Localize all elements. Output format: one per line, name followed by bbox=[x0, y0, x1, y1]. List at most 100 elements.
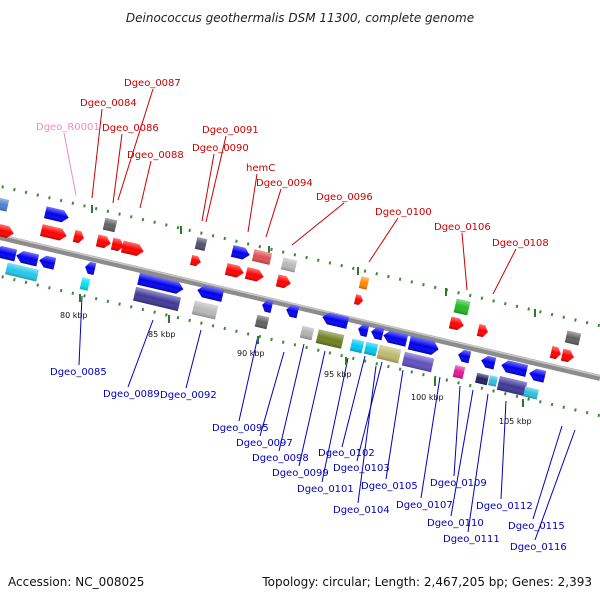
gene-feature bbox=[79, 277, 91, 291]
label-connector bbox=[420, 376, 441, 499]
gene-feature bbox=[39, 224, 67, 241]
label-connector bbox=[278, 343, 305, 452]
gene-shading bbox=[458, 349, 472, 364]
gene-feature bbox=[349, 338, 365, 354]
gene-feature bbox=[275, 274, 291, 289]
gene-feature bbox=[0, 246, 18, 262]
gene-shading bbox=[407, 335, 439, 355]
gene-shading bbox=[501, 360, 529, 377]
gene-label[interactable]: Dgeo_0110 bbox=[427, 518, 484, 529]
gene-label[interactable]: Dgeo_0096 bbox=[316, 192, 373, 203]
gene-feature bbox=[452, 365, 466, 379]
gene-shading bbox=[194, 237, 208, 251]
gene-shading bbox=[251, 249, 273, 265]
gene-feature bbox=[560, 348, 574, 363]
gene-feature bbox=[262, 299, 274, 313]
gene-shading bbox=[133, 286, 181, 312]
gene-label[interactable]: Dgeo_0089 bbox=[103, 389, 160, 400]
gene-shading bbox=[72, 230, 84, 244]
gene-label[interactable]: Dgeo_R0001 bbox=[36, 122, 100, 133]
gene-label[interactable]: Dgeo_0116 bbox=[510, 542, 567, 553]
gene-label[interactable]: Dgeo_0094 bbox=[256, 178, 313, 189]
gene-shading bbox=[383, 330, 409, 347]
gene-feature bbox=[358, 276, 370, 290]
gene-label[interactable]: Dgeo_0097 bbox=[236, 438, 293, 449]
forward-strand-labels: Dgeo_0087 Dgeo_0084 Dgeo_R0001 Dgeo_0086… bbox=[36, 78, 549, 249]
label-connector bbox=[385, 369, 404, 480]
gene-shading bbox=[564, 330, 582, 346]
gene-label[interactable]: Dgeo_0100 bbox=[375, 207, 432, 218]
label-connector bbox=[185, 329, 202, 389]
gene-feature bbox=[191, 300, 219, 320]
gene-shading bbox=[191, 300, 219, 320]
gene-label[interactable]: Dgeo_0104 bbox=[333, 505, 390, 516]
gene-label[interactable]: Dgeo_0098 bbox=[252, 453, 309, 464]
gene-feature bbox=[95, 234, 111, 249]
gene-label[interactable]: Dgeo_0088 bbox=[127, 150, 184, 161]
gene-feature bbox=[487, 375, 499, 387]
gene-shading bbox=[0, 246, 18, 262]
gene-label[interactable]: Dgeo_0111 bbox=[443, 534, 500, 545]
gene-label[interactable]: Dgeo_0109 bbox=[430, 478, 487, 489]
gene-label[interactable]: Dgeo_0108 bbox=[492, 238, 549, 249]
label-connector bbox=[63, 132, 77, 196]
kbp-label: 95 kbp bbox=[324, 370, 352, 379]
kbp-label: 100 kbp bbox=[411, 393, 444, 402]
gene-feature bbox=[72, 230, 84, 244]
gene-feature bbox=[501, 360, 529, 377]
gene-feature bbox=[481, 355, 497, 370]
gene-label[interactable]: Dgeo_0105 bbox=[361, 481, 418, 492]
gene-feature bbox=[230, 245, 250, 260]
accession-text: Accession: NC_008025 bbox=[8, 575, 144, 589]
map-title: Deinococcus geothermalis DSM 11300, comp… bbox=[126, 11, 474, 25]
topology-summary: Topology: circular; Length: 2,467,205 bp… bbox=[261, 575, 592, 589]
gene-label[interactable]: Dgeo_0091 bbox=[202, 125, 259, 136]
gene-feature bbox=[194, 237, 208, 251]
gene-feature bbox=[189, 254, 201, 267]
gene-shading bbox=[120, 240, 144, 256]
gene-feature bbox=[0, 222, 14, 238]
genome-backbone-highlight bbox=[0, 234, 600, 377]
gene-label[interactable]: Dgeo_0115 bbox=[508, 521, 565, 532]
gene-shading bbox=[16, 251, 40, 267]
gene-label[interactable]: Dgeo_0092 bbox=[160, 390, 217, 401]
label-connector bbox=[321, 357, 349, 483]
gene-shading bbox=[286, 304, 300, 319]
gene-shading bbox=[358, 276, 370, 290]
gene-label[interactable]: Dgeo_0090 bbox=[192, 143, 249, 154]
label-connector bbox=[534, 429, 576, 541]
gene-feature bbox=[407, 335, 439, 355]
gene-label[interactable]: Dgeo_0101 bbox=[297, 484, 354, 495]
gene-label[interactable]: Dgeo_0107 bbox=[396, 500, 453, 511]
gene-shading bbox=[224, 263, 244, 278]
label-connector bbox=[91, 108, 103, 199]
gene-shading bbox=[353, 294, 363, 306]
gene-feature bbox=[39, 255, 57, 270]
gene-label[interactable]: Dgeo_0106 bbox=[434, 222, 491, 233]
gene-feature bbox=[383, 330, 409, 347]
gene-label[interactable]: Dgeo_0102 bbox=[318, 448, 375, 459]
gene-label[interactable]: Dgeo_0103 bbox=[333, 463, 390, 474]
gene-label[interactable]: Dgeo_0084 bbox=[80, 98, 137, 109]
gene-label[interactable]: Dgeo_0112 bbox=[476, 501, 533, 512]
label-connector bbox=[450, 389, 474, 517]
kbp-label: 90 kbp bbox=[237, 349, 265, 358]
gene-label[interactable]: Dgeo_0085 bbox=[50, 367, 107, 378]
gene-shading bbox=[102, 217, 118, 233]
gene-shading bbox=[280, 257, 298, 273]
gene-feature bbox=[244, 267, 264, 282]
gene-shading bbox=[523, 386, 539, 400]
kbp-label: 80 kbp bbox=[60, 311, 88, 320]
gene-shading bbox=[448, 316, 464, 331]
gene-label[interactable]: Dgeo_0095 bbox=[212, 423, 269, 434]
gene-feature bbox=[197, 285, 225, 302]
gene-label[interactable]: hemC bbox=[246, 163, 275, 174]
label-connector bbox=[265, 188, 282, 238]
label-connector bbox=[139, 160, 152, 209]
gene-shading bbox=[0, 196, 10, 212]
gene-label[interactable]: Dgeo_0087 bbox=[124, 78, 181, 89]
gene-label[interactable]: Dgeo_0099 bbox=[272, 468, 329, 479]
label-connector bbox=[205, 135, 227, 223]
label-connector bbox=[357, 365, 377, 504]
gene-label[interactable]: Dgeo_0086 bbox=[102, 123, 159, 134]
